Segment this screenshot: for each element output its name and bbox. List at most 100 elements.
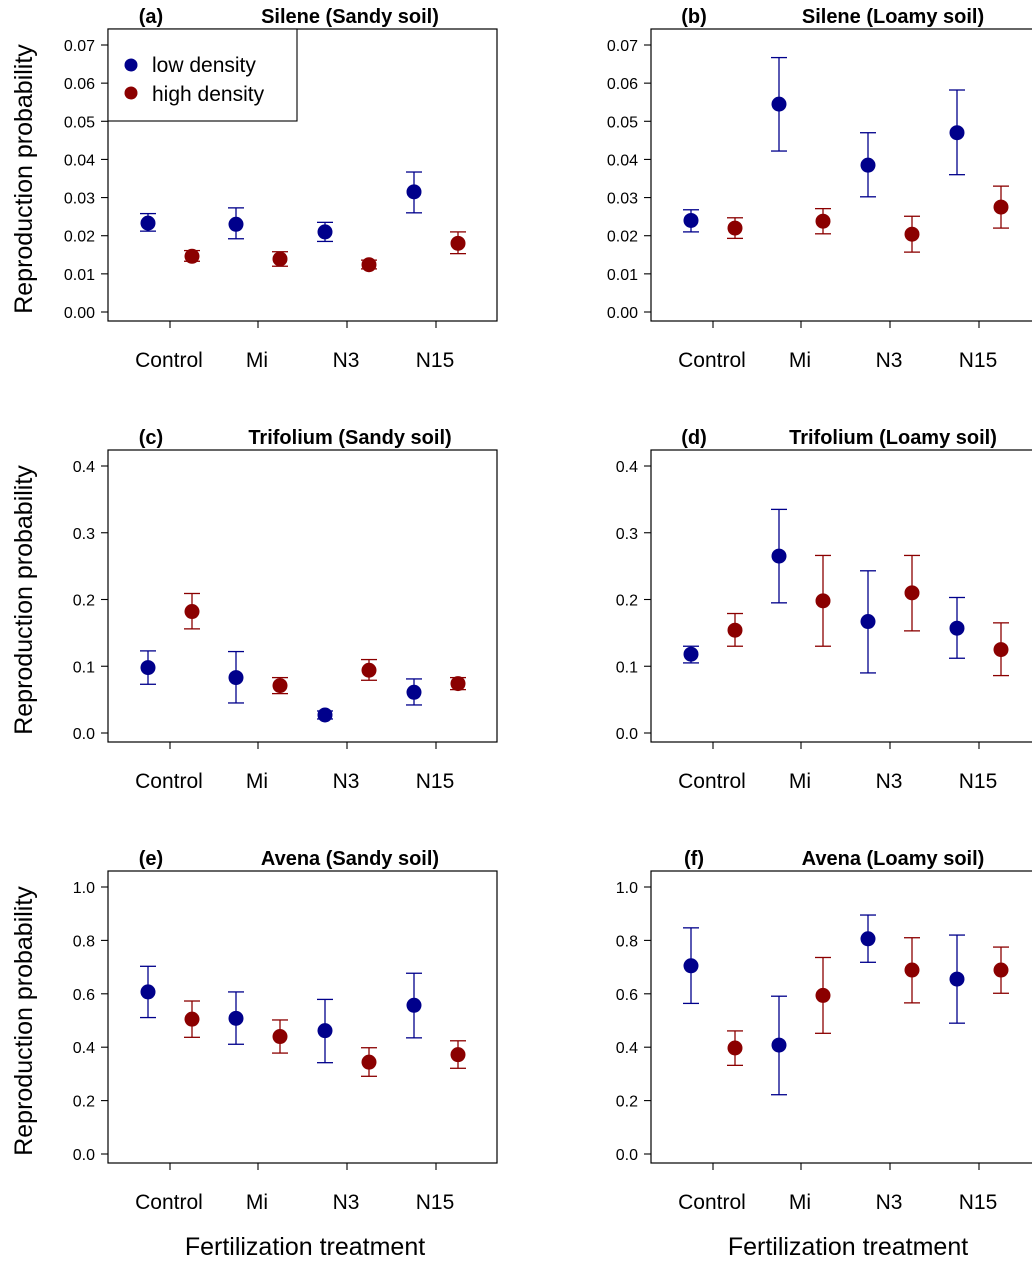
y-tick-label: 0.00 [64,305,95,322]
series-low-density [140,650,422,723]
y-tick-label: 0.4 [616,1040,638,1057]
y-tick-label: 0.4 [616,459,638,476]
data-point [949,620,965,636]
legend: low density high density [107,28,298,122]
plot-frame [107,449,498,743]
series-high-density [184,592,466,695]
data-point [184,248,200,264]
legend-marker-low [124,58,138,72]
y-tick-label: 0.02 [64,229,95,246]
y-tick-label: 0.8 [616,933,638,950]
y-tick-label: 0.0 [616,726,638,743]
data-point [140,984,156,1000]
data-point [904,226,920,242]
series-high-density [184,1000,466,1077]
y-tick-label: 0.07 [607,38,638,55]
y-tick-label: 0.01 [607,267,638,284]
data-point [771,548,787,564]
panel-b: 0.00 0.01 0.02 0.03 0.04 0.05 0.06 0.07 Control M… [607,6,1032,372]
x-tick-label: Mi [789,770,811,793]
legend-marker-high [124,86,138,100]
data-point [228,670,244,686]
x-tick-label: Control [678,770,746,793]
y-tick-label: 0.03 [607,191,638,208]
y-tick-label: 0.06 [607,76,638,93]
data-point [727,1040,743,1056]
data-point [815,213,831,229]
data-point [993,199,1009,215]
y-tick-label: 0.0 [73,726,95,743]
y-tick-label: 0.6 [73,987,95,1004]
y-tick-label: 0.00 [607,305,638,322]
y-axis-label-row2: Reproduction probability [10,465,38,735]
x-tick-label: N3 [876,1191,903,1214]
panel-title: Avena (Sandy soil) [261,848,439,870]
data-point [406,184,422,200]
panel-title: Silene (Loamy soil) [802,6,984,28]
plot-frame [650,28,1032,322]
plot-frame [650,870,1032,1164]
data-point [904,585,920,601]
plot-frame [107,28,498,322]
y-tick-label: 0.07 [64,38,95,55]
y-tick-label: 0.03 [64,191,95,208]
panel-title: Trifolium (Loamy soil) [789,427,997,449]
series-low-density [683,508,965,674]
panel-letter: (b) [681,6,707,28]
y-axis-label-row3: Reproduction probability [10,886,38,1156]
x-tick-label: Mi [789,349,811,372]
x-tick-label: N15 [416,1191,455,1214]
x-tick-label: Control [135,349,203,372]
y-tick-label: 1.0 [73,880,95,897]
data-point [140,215,156,231]
y-tick-label: 0.1 [73,659,95,676]
x-tick-label: N3 [876,770,903,793]
data-point [184,604,200,620]
y-tick-label: 0.6 [616,987,638,1004]
data-point [860,931,876,947]
panel-letter: (d) [681,427,707,449]
panel-a: 0.00 0.01 0.02 0.03 0.04 0.05 0.06 0.07 Control M… [64,6,498,372]
data-point [228,216,244,232]
legend-box [107,28,298,122]
x-tick-label: N15 [416,770,455,793]
data-point [683,958,699,974]
y-tick-label: 0.4 [73,1040,95,1057]
panel-title: Silene (Sandy soil) [261,6,439,28]
panel-letter: (f) [684,848,704,870]
y-tick-label: 1.0 [616,880,638,897]
panel-letter: (a) [139,6,163,28]
data-point [993,642,1009,658]
data-point [450,676,466,692]
x-tick-label: N15 [959,349,998,372]
y-tick-label: 0.04 [607,152,638,169]
data-point [361,662,377,678]
data-point [140,660,156,676]
y-tick-label: 0.0 [616,1147,638,1164]
y-tick-label: 0.02 [607,229,638,246]
y-tick-label: 0.04 [64,152,95,169]
series-low-density [683,56,965,233]
data-point [904,962,920,978]
panel-letter: (e) [139,848,163,870]
y-tick-label: 0.0 [73,1147,95,1164]
y-tick-label: 0.2 [616,593,638,610]
x-tick-label: N15 [959,1191,998,1214]
y-tick-label: 0.1 [616,659,638,676]
x-tick-label: Mi [246,1191,268,1214]
data-point [406,997,422,1013]
data-point [272,678,288,694]
series-high-density [727,937,1009,1067]
y-tick-label: 0.2 [616,1094,638,1111]
data-point [683,646,699,662]
series-high-density [727,554,1009,677]
plot-frame [650,449,1032,743]
data-point [184,1011,200,1027]
series-high-density [184,231,466,273]
data-point [450,1047,466,1063]
data-point [771,96,787,112]
x-tick-label: N3 [333,770,360,793]
data-point [406,684,422,700]
panel-letter: (c) [139,427,163,449]
